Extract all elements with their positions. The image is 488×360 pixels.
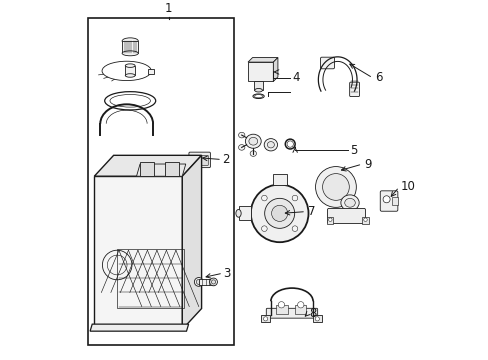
FancyBboxPatch shape: [349, 82, 359, 96]
FancyBboxPatch shape: [188, 152, 210, 168]
Bar: [117, 248, 183, 308]
Circle shape: [271, 205, 287, 221]
Bar: [164, 162, 179, 176]
Ellipse shape: [245, 134, 261, 148]
FancyBboxPatch shape: [266, 308, 317, 318]
Ellipse shape: [209, 278, 217, 286]
Circle shape: [261, 226, 266, 231]
FancyBboxPatch shape: [200, 155, 208, 166]
Bar: [147, 69, 154, 74]
Ellipse shape: [122, 38, 138, 44]
Text: 5: 5: [349, 144, 357, 157]
Polygon shape: [90, 324, 188, 331]
Circle shape: [291, 195, 297, 201]
FancyBboxPatch shape: [380, 191, 397, 211]
Ellipse shape: [238, 145, 244, 150]
Ellipse shape: [196, 279, 201, 284]
Text: 7: 7: [307, 205, 315, 218]
Bar: [254, 81, 263, 90]
Circle shape: [315, 167, 356, 207]
Ellipse shape: [264, 139, 277, 151]
Ellipse shape: [125, 74, 135, 77]
Circle shape: [261, 195, 266, 201]
Bar: [295, 305, 305, 314]
Circle shape: [328, 218, 331, 221]
Bar: [122, 41, 138, 53]
Bar: [140, 162, 154, 176]
Bar: [88, 18, 233, 345]
Polygon shape: [136, 164, 185, 176]
Ellipse shape: [344, 198, 355, 207]
Circle shape: [315, 317, 319, 321]
Ellipse shape: [194, 278, 203, 286]
Ellipse shape: [122, 51, 138, 56]
Ellipse shape: [125, 64, 135, 67]
Ellipse shape: [211, 280, 215, 284]
Bar: [326, 217, 333, 224]
Circle shape: [250, 185, 308, 242]
Text: 8: 8: [309, 307, 316, 320]
Polygon shape: [272, 174, 286, 185]
Circle shape: [297, 302, 304, 308]
Text: 10: 10: [400, 180, 415, 193]
Text: 4: 4: [291, 71, 299, 85]
Polygon shape: [238, 206, 250, 220]
Text: 3: 3: [223, 267, 230, 280]
Ellipse shape: [267, 141, 274, 148]
Circle shape: [264, 198, 294, 228]
Circle shape: [382, 196, 389, 203]
Bar: [261, 315, 270, 322]
Ellipse shape: [238, 132, 244, 138]
Polygon shape: [247, 58, 277, 62]
Bar: [198, 279, 213, 285]
Circle shape: [263, 317, 267, 321]
FancyBboxPatch shape: [327, 208, 365, 224]
Polygon shape: [94, 155, 201, 176]
Polygon shape: [182, 155, 201, 329]
Text: 9: 9: [364, 158, 371, 171]
Bar: [125, 66, 135, 76]
Ellipse shape: [235, 210, 241, 217]
Bar: [391, 197, 397, 204]
FancyBboxPatch shape: [192, 155, 200, 164]
Text: 1: 1: [165, 2, 172, 15]
Ellipse shape: [248, 138, 257, 145]
Circle shape: [278, 302, 284, 308]
Circle shape: [322, 174, 348, 200]
Circle shape: [363, 218, 366, 221]
Bar: [312, 315, 321, 322]
Ellipse shape: [340, 195, 358, 211]
Ellipse shape: [254, 89, 262, 92]
FancyBboxPatch shape: [320, 57, 334, 69]
Circle shape: [291, 226, 297, 231]
Text: 6: 6: [374, 71, 381, 85]
Bar: [362, 217, 368, 224]
Bar: [94, 176, 182, 329]
Text: 2: 2: [222, 153, 229, 166]
Polygon shape: [273, 58, 277, 81]
Bar: [247, 62, 273, 81]
Bar: [276, 305, 288, 314]
Ellipse shape: [250, 151, 256, 156]
